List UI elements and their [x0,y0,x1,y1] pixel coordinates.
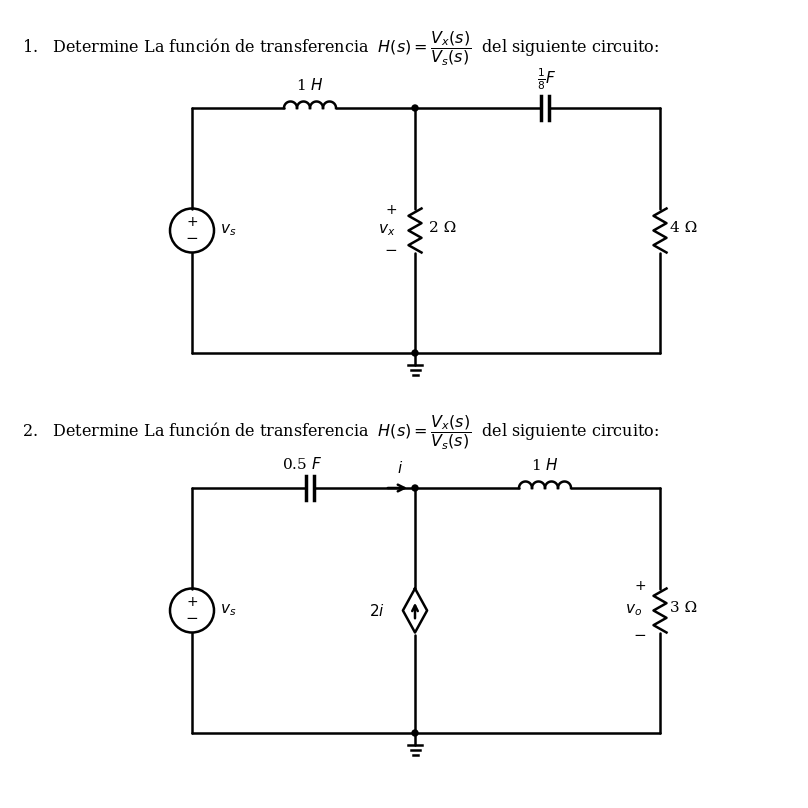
Text: −: − [633,628,646,643]
Text: −: − [186,611,199,626]
Text: $v_s$: $v_s$ [220,603,236,618]
Circle shape [412,350,418,356]
Text: 3 Ω: 3 Ω [670,600,697,615]
Text: 2 Ω: 2 Ω [429,221,457,234]
Text: −: − [186,231,199,246]
Text: $2i$: $2i$ [369,603,385,618]
Text: 1 $H$: 1 $H$ [297,77,324,93]
Text: 1.   Determine La función de transferencia  $H(s) = \dfrac{V_x(s)}{V_s(s)}$  del: 1. Determine La función de transferencia… [22,30,659,69]
Text: $\frac{1}{8}$$F$: $\frac{1}{8}$$F$ [537,66,557,92]
Text: $v_o$: $v_o$ [625,603,642,618]
Circle shape [412,105,418,111]
Text: $v_s$: $v_s$ [220,223,236,238]
Circle shape [412,730,418,736]
Text: $v_x$: $v_x$ [377,223,395,238]
Text: 4 Ω: 4 Ω [670,221,697,234]
Circle shape [412,485,418,491]
Text: +: + [186,595,198,609]
Text: $i$: $i$ [397,460,403,476]
Text: +: + [385,204,397,217]
Text: +: + [186,216,198,229]
Text: 1 $H$: 1 $H$ [531,457,559,473]
Text: 0.5 $F$: 0.5 $F$ [282,456,322,472]
Text: −: − [385,243,397,258]
Text: 2.   Determine La función de transferencia  $H(s) = \dfrac{V_x(s)}{V_s(s)}$  del: 2. Determine La función de transferencia… [22,414,659,452]
Text: +: + [634,579,646,592]
